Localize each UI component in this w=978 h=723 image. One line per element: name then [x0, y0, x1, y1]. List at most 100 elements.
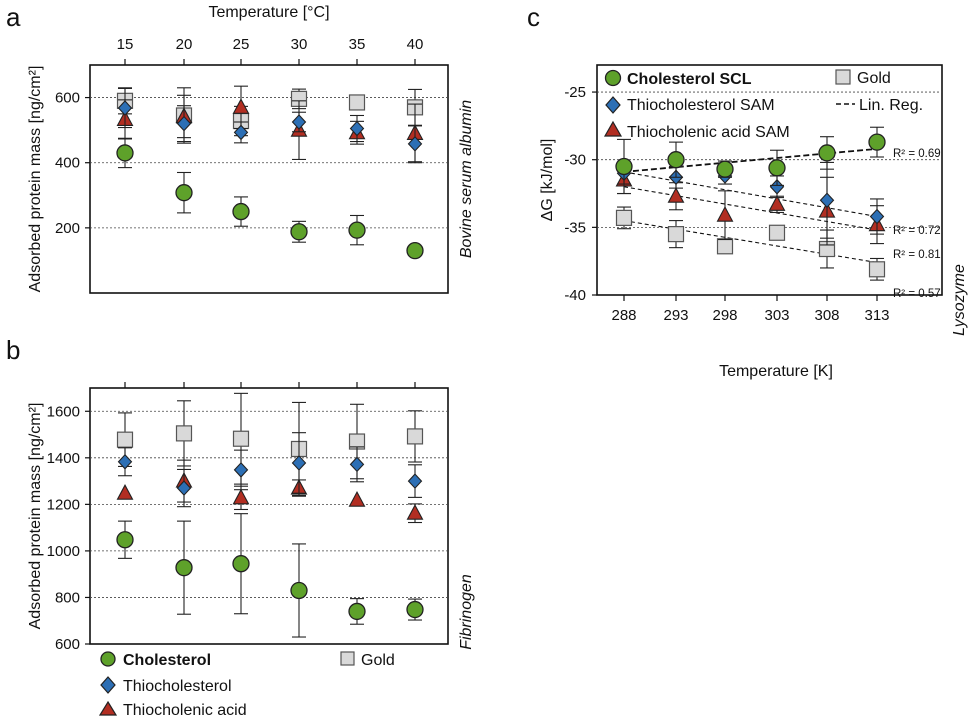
lysozyme-x-tick: 308 [814, 307, 839, 324]
bsa-x-axis-label: Temperature [°C] [208, 4, 329, 21]
lysozyme-regression-lines [623, 147, 878, 264]
regression-line [623, 186, 878, 231]
lysozyme-x-tick: 293 [663, 307, 688, 324]
regression-line [623, 147, 878, 173]
lysozyme-y-tick: -25 [564, 84, 586, 101]
fibrinogen-y-axis-label: Adsorbed protein mass [ng/cm²] [27, 403, 44, 630]
point-thiocholenic-acid-15 [116, 484, 134, 500]
legend-gold-marker [340, 651, 355, 666]
bsa-y-axis-label: Adsorbed protein mass [ng/cm²] [27, 66, 44, 293]
legend-cholesterol-label: Cholesterol [123, 652, 211, 669]
regression-line [623, 220, 878, 264]
bsa-y-tick: 400 [55, 155, 80, 172]
bsa-y-ticks: 200 400 600 [55, 90, 80, 237]
bsa-marks [116, 85, 424, 260]
point-cholesterol-40 [406, 600, 424, 619]
point-thiocholesterol-15 [117, 453, 133, 470]
point-cholesterol-20 [175, 184, 193, 202]
r2-thiocholesterol: R² = 0.72 [893, 225, 941, 237]
point-gold-15 [116, 431, 134, 448]
legend-thiochol-sam-marker [605, 96, 621, 114]
fibrinogen-chart: 600 800 1000 1200 1400 1600 Adsorbed pro… [27, 382, 475, 719]
fibrinogen-y-tick: 600 [55, 636, 80, 653]
point-thiocholesterol-sam-303 [769, 178, 785, 195]
legend-lin-reg-label: Lin. Reg. [859, 97, 923, 114]
point-gold-20 [175, 425, 193, 442]
lysozyme-x-tick: 298 [712, 307, 737, 324]
point-cholesterol-scl-293 [667, 151, 685, 169]
point-thiocholesterol-25 [233, 462, 249, 478]
legend-gold-c-marker [835, 69, 851, 85]
point-cholesterol-25 [232, 202, 250, 221]
lysozyme-y-ticks: -40 -35 -30 -25 [564, 84, 586, 304]
point-thiocholesterol-40 [407, 473, 423, 489]
lysozyme-x-tick: 313 [864, 307, 889, 324]
point-thiocholenic-acid-35 [348, 491, 366, 507]
point-thiocholesterol-35 [349, 456, 365, 473]
bsa-gridlines [90, 97, 448, 229]
point-thiocholenic-acid-sam-303 [768, 195, 786, 211]
lysozyme-x-ticks: 288 293 298 303 308 313 [611, 307, 889, 324]
bsa-y-tick: 600 [55, 90, 80, 107]
point-thiocholesterol-20 [176, 480, 192, 496]
point-gold-313 [868, 261, 886, 278]
point-thiocholesterol-sam-313 [869, 208, 885, 225]
regression-line [623, 171, 878, 218]
point-thiocholenic-acid-40 [406, 504, 424, 520]
point-cholesterol-scl-303 [768, 159, 786, 177]
point-cholesterol-scl-288 [615, 157, 633, 176]
fibrinogen-legend: Cholesterol Gold Thiocholesterol Thiocho… [98, 651, 395, 719]
point-thiocholesterol-30 [291, 114, 307, 130]
legend-cholesterol-marker [100, 651, 116, 667]
point-cholesterol-35 [348, 602, 366, 621]
point-cholesterol-15 [116, 531, 134, 549]
legend-thiocholesterol-label: Thiocholesterol [123, 678, 232, 695]
point-thiocholesterol-30 [291, 455, 307, 471]
fibrinogen-gridlines [90, 410, 448, 598]
lysozyme-y-tick: -40 [564, 287, 586, 304]
lysozyme-y-axis-label: ΔG [kJ/mol] [539, 139, 556, 222]
legend-chol-scl-marker [604, 69, 622, 87]
fibrinogen-marks [116, 392, 424, 638]
panel-label-c: c [527, 2, 540, 32]
r2-thiocholenic: R² = 0.81 [893, 249, 941, 261]
lysozyme-chart: R² = 0.69 R² = 0.72 R² = 0.81 R² = 0.57 … [539, 64, 968, 380]
point-cholesterol-15 [116, 144, 134, 162]
lysozyme-plot-frame [596, 64, 943, 296]
point-cholesterol-25 [232, 555, 250, 573]
lysozyme-x-tick: 303 [764, 307, 789, 324]
point-thiocholenic-acid-sam-298 [716, 206, 734, 222]
legend-thiocholenic-sam-label: Thiocholenic acid SAM [627, 124, 790, 141]
lysozyme-legend: Cholesterol SCL Gold Thiocholesterol SAM… [603, 69, 923, 141]
fibrinogen-y-tick: 1400 [47, 450, 80, 467]
bsa-plot-frame [89, 64, 449, 294]
legend-thiocholenic-sam-marker [603, 120, 623, 137]
bsa-side-label: Bovine serum albumin [458, 100, 475, 258]
bsa-x-tick: 25 [233, 36, 250, 53]
point-cholesterol-scl-298 [716, 160, 734, 178]
point-thiocholesterol-20 [176, 115, 192, 132]
r2-gold: R² = 0.57 [893, 288, 941, 300]
point-thiocholesterol-sam-308 [819, 192, 835, 209]
point-thiocholesterol-40 [407, 136, 423, 152]
point-thiocholesterol-15 [117, 100, 133, 116]
bsa-x-tick: 40 [407, 36, 424, 53]
fibrinogen-y-tick: 1600 [47, 403, 80, 420]
lysozyme-x-axis-label: Temperature [K] [719, 363, 833, 380]
lysozyme-side-label: Lysozyme [951, 264, 968, 336]
lysozyme-y-tick: -35 [564, 219, 586, 236]
bsa-y-tick: 200 [55, 220, 80, 237]
bsa-x-ticks: 15 20 25 30 35 40 [117, 36, 424, 53]
point-cholesterol-35 [348, 221, 366, 239]
point-gold-293 [667, 226, 685, 243]
panel-label-a: a [6, 2, 21, 32]
lysozyme-y-tick: -30 [564, 152, 586, 169]
fibrinogen-plot-frame [89, 387, 449, 645]
point-gold-298 [716, 238, 734, 255]
fibrinogen-y-ticks: 600 800 1000 1200 1400 1600 [47, 403, 80, 653]
r2-cholesterol: R² = 0.69 [893, 148, 941, 160]
point-thiocholesterol-25 [233, 124, 249, 141]
lysozyme-marks [615, 126, 886, 281]
point-thiocholenic-acid-25 [232, 98, 250, 114]
fibrinogen-y-tick: 1000 [47, 543, 80, 560]
